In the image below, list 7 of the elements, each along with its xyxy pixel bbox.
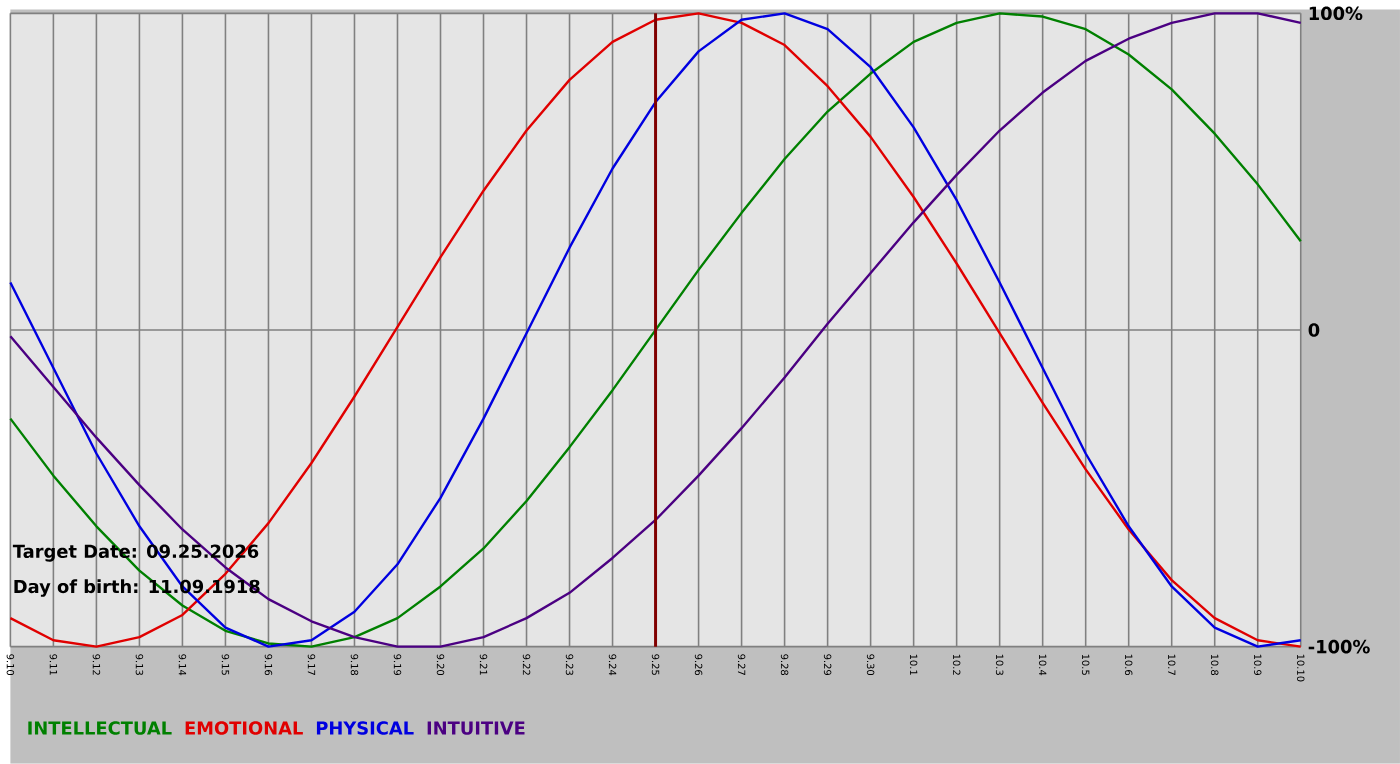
text: EMOTIONAL: [185, 721, 303, 735]
y-tick-label: -100%: [1308, 639, 1370, 654]
y-tick-label: 0: [1308, 323, 1320, 337]
text: INTELLECTUAL: [28, 721, 172, 735]
text: PHYSICAL: [316, 721, 414, 735]
y-tick-label: 100%: [1309, 6, 1363, 21]
text: INTUITIVE: [427, 721, 525, 735]
